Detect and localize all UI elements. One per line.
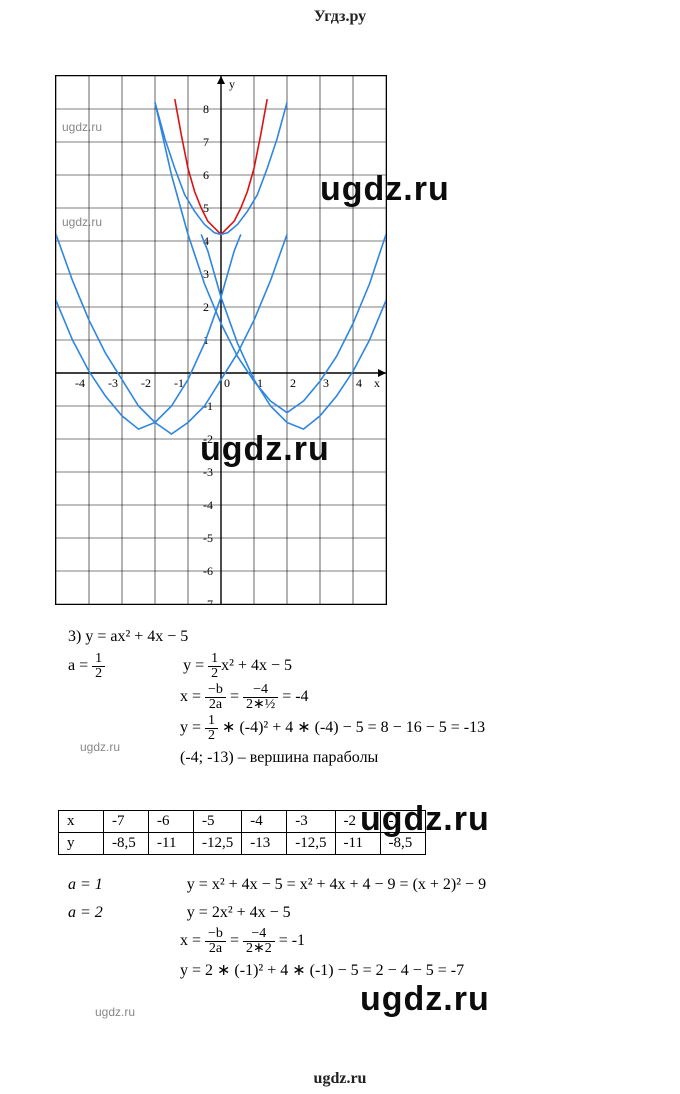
- page-footer: ugdz.ru: [0, 1070, 680, 1088]
- eq-half-right: y = 12x² + 4x − 5: [183, 657, 292, 674]
- svg-text:x: x: [374, 376, 380, 390]
- watermark-small-4: ugdz.ru: [95, 1005, 135, 1019]
- eq-a1: a = 1 y = x² + 4x − 5 = x² + 4x + 4 − 9 …: [68, 872, 486, 898]
- svg-text:6: 6: [203, 168, 209, 182]
- svg-text:-3: -3: [203, 465, 213, 479]
- svg-text:7: 7: [203, 135, 209, 149]
- eq-a-half: a = 12 y = 12x² + 4x − 5: [68, 652, 485, 681]
- parabola-chart: yx-4-3-2-101234-7-6-5-4-3-2-112345678: [55, 75, 387, 605]
- eq-xv2: x = −b2a = −42∗2 = -1: [68, 927, 486, 956]
- eq-xv: x = −b2a = −42∗½ = -4: [68, 683, 485, 712]
- eq-line-1: 3) y = ax² + 4x − 5: [68, 624, 485, 650]
- svg-text:-5: -5: [203, 531, 213, 545]
- svg-text:4: 4: [356, 376, 362, 390]
- svg-text:2: 2: [290, 376, 296, 390]
- svg-text:-4: -4: [203, 498, 213, 512]
- a-half-label: a = 12: [68, 657, 105, 674]
- svg-text:-2: -2: [141, 376, 151, 390]
- svg-text:2: 2: [203, 300, 209, 314]
- svg-text:3: 3: [203, 267, 209, 281]
- svg-text:-6: -6: [203, 564, 213, 578]
- svg-text:-3: -3: [108, 376, 118, 390]
- eq-a2: a = 2 y = 2x² + 4x − 5: [68, 900, 486, 926]
- math-section: 3) y = ax² + 4x − 5 a = 12 y = 12x² + 4x…: [68, 622, 485, 772]
- svg-text:-2: -2: [203, 432, 213, 446]
- chart-svg: yx-4-3-2-101234-7-6-5-4-3-2-112345678: [56, 76, 386, 604]
- xy-table: x-7-6-5-4-3-2-1y-8,5-11-12,5-13-12,5-11-…: [58, 810, 426, 855]
- vertex-text: (-4; -13) – вершина параболы: [68, 745, 485, 771]
- math-section-2: a = 1 y = x² + 4x − 5 = x² + 4x + 4 − 9 …: [68, 870, 486, 986]
- watermark-4: ugdz.ru: [360, 980, 490, 1019]
- svg-text:-7: -7: [203, 597, 213, 604]
- eq-yv2: y = 2 ∗ (-1)² + 4 ∗ (-1) − 5 = 2 − 4 − 5…: [68, 958, 486, 984]
- page-header: Угдз.ру: [0, 0, 680, 26]
- svg-text:8: 8: [203, 102, 209, 116]
- page: Угдз.ру ugdz.ru ugdz.ru ugdz.ru ugdz.ru …: [0, 0, 680, 1094]
- svg-text:3: 3: [323, 376, 329, 390]
- eq-yv: y = 12 ∗ (-4)² + 4 ∗ (-4) − 5 = 8 − 16 −…: [68, 714, 485, 743]
- svg-text:-4: -4: [75, 376, 85, 390]
- svg-text:y: y: [229, 77, 235, 91]
- svg-text:0: 0: [224, 376, 230, 390]
